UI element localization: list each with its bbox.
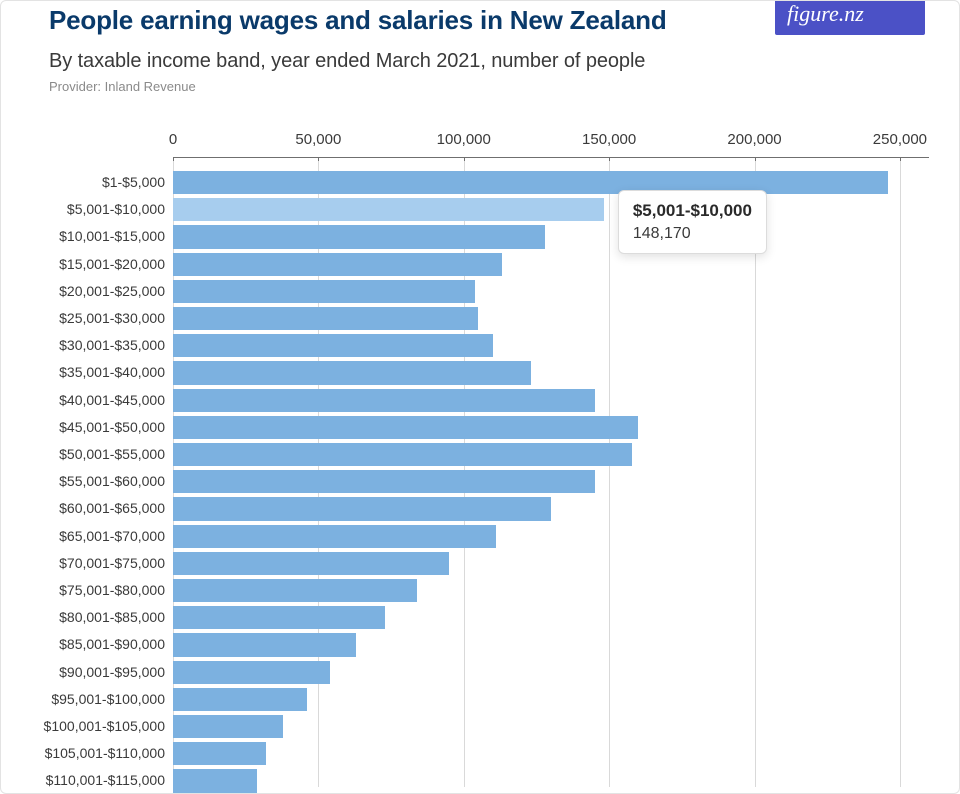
bar-row: $50,001-$55,000 [21, 441, 939, 468]
bar-row: $55,001-$60,000 [21, 468, 939, 495]
source-badge-text: figure.nz [787, 3, 864, 25]
bar[interactable] [173, 171, 888, 194]
x-axis-line [173, 157, 929, 158]
bar[interactable] [173, 198, 604, 221]
y-axis-label: $60,001-$65,000 [21, 495, 173, 522]
bar[interactable] [173, 525, 496, 548]
bar-row: $85,001-$90,000 [21, 631, 939, 658]
y-axis-label: $65,001-$70,000 [21, 523, 173, 550]
tooltip-label: $5,001-$10,000 [633, 201, 752, 221]
bar[interactable] [173, 579, 417, 602]
tooltip-value: 148,170 [633, 225, 752, 243]
y-axis-label: $45,001-$50,000 [21, 414, 173, 441]
bar-row: $30,001-$35,000 [21, 332, 939, 359]
bar-row: $80,001-$85,000 [21, 604, 939, 631]
bar[interactable] [173, 307, 478, 330]
bar-row: $15,001-$20,000 [21, 251, 939, 278]
chart-area: 0 50,000 100,000 150,000 200,000 250,000 $1-$5… [21, 131, 939, 787]
bar[interactable] [173, 552, 449, 575]
y-axis-label: $1-$5,000 [21, 169, 173, 196]
bar[interactable] [173, 769, 257, 792]
chart-subtitle: By taxable income band, year ended March… [49, 50, 939, 73]
bar[interactable] [173, 334, 493, 357]
y-axis-label: $5,001-$10,000 [21, 196, 173, 223]
bar-row: $10,001-$15,000 [21, 223, 939, 250]
bar[interactable] [173, 715, 283, 738]
bar[interactable] [173, 742, 266, 765]
y-axis-label: $105,001-$110,000 [21, 740, 173, 767]
source-badge: figure.nz [775, 1, 925, 35]
x-tick-label: 100,000 [437, 131, 491, 148]
y-axis-label: $35,001-$40,000 [21, 359, 173, 386]
tooltip: $5,001-$10,000 148,170 [618, 190, 767, 254]
y-axis-label: $50,001-$55,000 [21, 441, 173, 468]
y-axis-label: $55,001-$60,000 [21, 468, 173, 495]
bar-row: $110,001-$115,000 [21, 767, 939, 794]
y-axis-label: $75,001-$80,000 [21, 577, 173, 604]
chart-provider: Provider: Inland Revenue [49, 79, 939, 94]
bar[interactable] [173, 225, 545, 248]
bar[interactable] [173, 497, 551, 520]
y-axis-label: $20,001-$25,000 [21, 278, 173, 305]
bar-row: $90,001-$95,000 [21, 659, 939, 686]
bar-row: $100,001-$105,000 [21, 713, 939, 740]
y-axis-label: $25,001-$30,000 [21, 305, 173, 332]
bar[interactable] [173, 416, 638, 439]
bar-row: $60,001-$65,000 [21, 495, 939, 522]
bar[interactable] [173, 361, 531, 384]
y-axis-label: $10,001-$15,000 [21, 223, 173, 250]
y-axis-label: $40,001-$45,000 [21, 387, 173, 414]
y-axis-label: $110,001-$115,000 [21, 767, 173, 794]
x-tick-label: 200,000 [727, 131, 781, 148]
bar-row: $95,001-$100,000 [21, 686, 939, 713]
bar[interactable] [173, 280, 475, 303]
x-tick-label: 150,000 [582, 131, 636, 148]
y-axis-label: $80,001-$85,000 [21, 604, 173, 631]
y-axis-label: $70,001-$75,000 [21, 550, 173, 577]
y-axis-label: $90,001-$95,000 [21, 659, 173, 686]
bar[interactable] [173, 661, 330, 684]
x-tick-label: 250,000 [873, 131, 927, 148]
bar-row: $75,001-$80,000 [21, 577, 939, 604]
bar-row: $25,001-$30,000 [21, 305, 939, 332]
y-axis-label: $15,001-$20,000 [21, 251, 173, 278]
bar-row: $45,001-$50,000 [21, 414, 939, 441]
bar-rows: $1-$5,000$5,001-$10,000$10,001-$15,000$1… [21, 169, 939, 787]
bar-row: $1-$5,000 [21, 169, 939, 196]
bar[interactable] [173, 633, 356, 656]
bar-row: $5,001-$10,000 [21, 196, 939, 223]
bar[interactable] [173, 470, 595, 493]
bar-row: $35,001-$40,000 [21, 359, 939, 386]
y-axis-label: $85,001-$90,000 [21, 631, 173, 658]
bar-row: $20,001-$25,000 [21, 278, 939, 305]
bar-row: $65,001-$70,000 [21, 523, 939, 550]
y-axis-label: $30,001-$35,000 [21, 332, 173, 359]
bar[interactable] [173, 389, 595, 412]
y-axis-label: $100,001-$105,000 [21, 713, 173, 740]
bar[interactable] [173, 253, 502, 276]
y-axis-label: $95,001-$100,000 [21, 686, 173, 713]
bar-row: $40,001-$45,000 [21, 387, 939, 414]
x-tick-label: 0 [169, 131, 177, 148]
bar-row: $105,001-$110,000 [21, 740, 939, 767]
bar-row: $70,001-$75,000 [21, 550, 939, 577]
x-tick-label: 50,000 [295, 131, 341, 148]
bar[interactable] [173, 443, 632, 466]
bar[interactable] [173, 606, 385, 629]
chart-frame: figure.nz People earning wages and salar… [0, 0, 960, 794]
bar[interactable] [173, 688, 307, 711]
